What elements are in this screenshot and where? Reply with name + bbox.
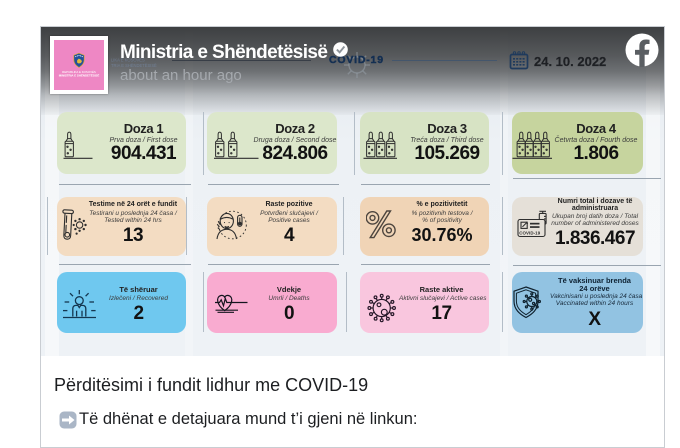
svg-text:COVID-19: COVID-19 bbox=[519, 230, 541, 235]
svg-text:MINISTRIA E SHËNDETËSISË: MINISTRIA E SHËNDETËSISË bbox=[59, 73, 100, 77]
